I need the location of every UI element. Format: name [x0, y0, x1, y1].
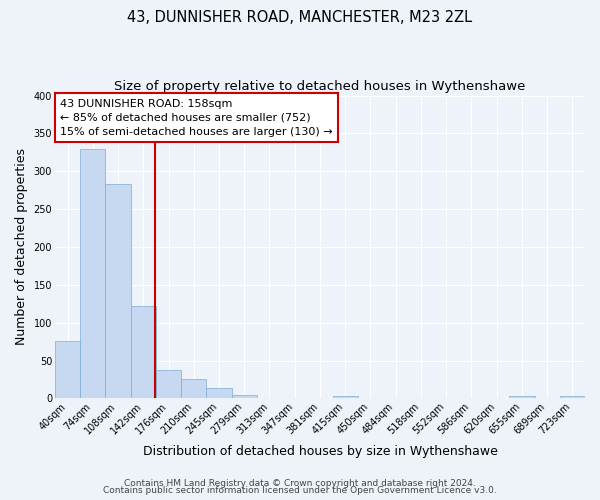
Bar [55, 341, 80, 398]
Bar [206, 388, 232, 398]
Y-axis label: Number of detached properties: Number of detached properties [15, 148, 28, 346]
Bar [560, 396, 585, 398]
Text: Contains HM Land Registry data © Crown copyright and database right 2024.: Contains HM Land Registry data © Crown c… [124, 478, 476, 488]
Text: 43 DUNNISHER ROAD: 158sqm
← 85% of detached houses are smaller (752)
15% of semi: 43 DUNNISHER ROAD: 158sqm ← 85% of detac… [60, 98, 333, 136]
Text: 43, DUNNISHER ROAD, MANCHESTER, M23 2ZL: 43, DUNNISHER ROAD, MANCHESTER, M23 2ZL [127, 10, 473, 25]
Bar [509, 396, 535, 398]
Bar [332, 396, 358, 398]
Bar [106, 184, 131, 398]
Bar [181, 380, 206, 398]
Title: Size of property relative to detached houses in Wythenshawe: Size of property relative to detached ho… [114, 80, 526, 93]
Text: Contains public sector information licensed under the Open Government Licence v3: Contains public sector information licen… [103, 486, 497, 495]
Bar [131, 306, 156, 398]
X-axis label: Distribution of detached houses by size in Wythenshawe: Distribution of detached houses by size … [143, 444, 497, 458]
Bar [156, 370, 181, 398]
Bar [80, 148, 106, 398]
Bar [232, 396, 257, 398]
